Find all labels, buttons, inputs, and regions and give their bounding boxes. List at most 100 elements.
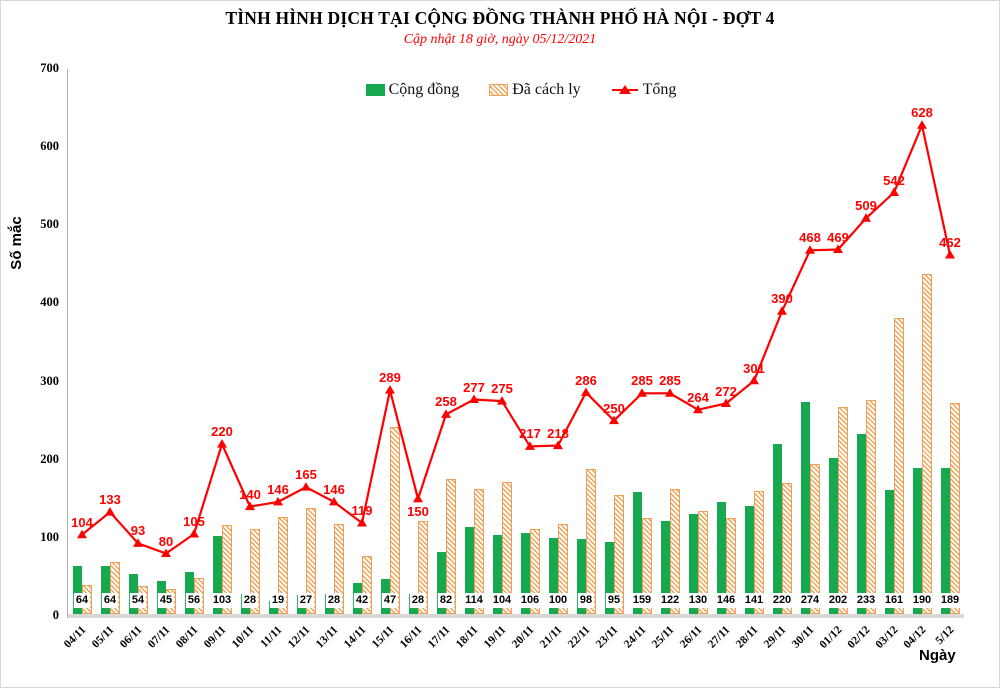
- total-value-label: 165: [295, 467, 317, 483]
- bar-community: [661, 520, 670, 614]
- bar-value-label: 28: [409, 593, 427, 608]
- bar-quarantined: [334, 523, 344, 614]
- total-value-label: 105: [183, 514, 205, 529]
- total-point-marker: [413, 493, 423, 503]
- bar-community: [577, 539, 586, 614]
- quarantine-swatch-icon: [489, 84, 509, 96]
- bar-value-label: 104: [490, 593, 514, 608]
- bar-value-label: 161: [882, 593, 906, 608]
- bar-community: [633, 491, 642, 614]
- bar-community: [549, 537, 558, 614]
- total-value-label: 462: [939, 235, 961, 250]
- y-tick-label: 100: [40, 529, 59, 544]
- y-tick-label: 0: [52, 608, 59, 622]
- y-tick-label: 700: [40, 61, 59, 75]
- total-point-marker: [301, 482, 311, 491]
- bar-quarantined: [558, 523, 568, 614]
- bar-value-label: 130: [686, 593, 710, 608]
- bar-community: [493, 534, 502, 614]
- total-value-label: 146: [323, 481, 345, 497]
- bar-value-label: 95: [605, 593, 623, 608]
- total-point-marker: [553, 440, 563, 450]
- total-point-marker: [777, 306, 787, 315]
- bar-value-label: 141: [742, 593, 766, 608]
- bar-quarantined: [810, 464, 820, 614]
- y-tick-label: 200: [40, 451, 59, 466]
- bar-quarantined: [306, 508, 316, 614]
- total-value-label: 218: [547, 425, 569, 441]
- bar-value-label: 103: [210, 593, 234, 608]
- bar-value-label: 100: [546, 593, 570, 608]
- bar-community: [745, 505, 754, 614]
- total-point-marker: [609, 415, 619, 425]
- y-tick-label: 300: [40, 373, 59, 388]
- bar-quarantined: [390, 426, 400, 614]
- total-value-label: 468: [799, 230, 821, 246]
- bar-quarantined: [502, 482, 512, 614]
- total-value-label: 289: [379, 370, 401, 386]
- total-value-label: 301: [743, 360, 765, 376]
- total-point-marker: [917, 120, 927, 129]
- bar-value-label: 114: [463, 593, 485, 608]
- bar-community: [73, 566, 82, 614]
- bar-quarantined: [530, 529, 540, 614]
- bar-community: [885, 490, 894, 614]
- total-value-label: 250: [603, 400, 625, 416]
- y-tick-label: 500: [40, 217, 59, 232]
- total-value-label: 509: [855, 198, 877, 214]
- total-value-label: 119: [351, 503, 373, 518]
- total-point-marker: [693, 404, 703, 414]
- total-value-label: 285: [631, 373, 653, 389]
- total-value-label: 469: [827, 229, 849, 245]
- total-value-label: 80: [158, 533, 174, 549]
- total-point-marker: [861, 213, 871, 222]
- total-value-label: 140: [239, 486, 261, 502]
- total-value-label: 272: [715, 383, 737, 399]
- bar-value-label: 45: [157, 593, 175, 608]
- bar-value-label: 106: [518, 593, 542, 608]
- bar-value-label: 122: [658, 593, 682, 608]
- bar-community: [101, 566, 110, 614]
- total-value-label: 133: [99, 492, 121, 508]
- total-line-marker-icon: [611, 85, 638, 94]
- bar-quarantined: [110, 562, 120, 614]
- legend-quarantined-label: Đã cách ly: [512, 81, 581, 98]
- bar-value-label: 42: [353, 593, 371, 608]
- bar-community: [437, 551, 446, 614]
- bar-community: [913, 467, 922, 614]
- total-point-marker: [721, 398, 731, 407]
- bar-community: [773, 444, 782, 614]
- total-point-marker: [805, 245, 815, 254]
- total-point-marker: [497, 396, 507, 405]
- total-point-marker: [945, 249, 955, 259]
- total-value-label: 390: [771, 291, 793, 307]
- bar-community: [521, 533, 530, 614]
- legend-total-label: Tổng: [642, 81, 677, 98]
- bar-community: [689, 514, 698, 614]
- legend-item-quarantined: Đã cách ly: [489, 81, 581, 99]
- bar-value-label: 220: [770, 593, 794, 608]
- bar-quarantined: [866, 400, 876, 614]
- bar-value-label: 202: [826, 593, 850, 608]
- bar-value-label: 98: [577, 593, 595, 608]
- bar-community: [213, 535, 222, 614]
- y-tick-label: 400: [40, 295, 59, 310]
- bar-quarantined: [782, 483, 792, 614]
- bar-value-label: 64: [73, 593, 91, 608]
- total-point-marker: [217, 439, 227, 448]
- bar-quarantined: [418, 520, 428, 614]
- total-value-label: 217: [519, 426, 541, 442]
- chart-title: TÌNH HÌNH DỊCH TẠI CỘNG ĐỒNG THÀNH PHỐ H…: [225, 8, 775, 28]
- total-line: [81, 121, 952, 555]
- total-point-marker: [189, 528, 199, 538]
- total-value-label: 285: [659, 373, 681, 389]
- bar-community: [801, 401, 810, 614]
- total-value-label: 264: [687, 389, 709, 405]
- total-value-label: 93: [130, 523, 146, 539]
- bar-value-label: 82: [437, 593, 455, 608]
- chart-subtitle: Cập nhật 18 giờ, ngày 05/12/2021: [403, 32, 597, 47]
- total-point-marker: [133, 538, 143, 547]
- bar-value-label: 274: [798, 593, 822, 608]
